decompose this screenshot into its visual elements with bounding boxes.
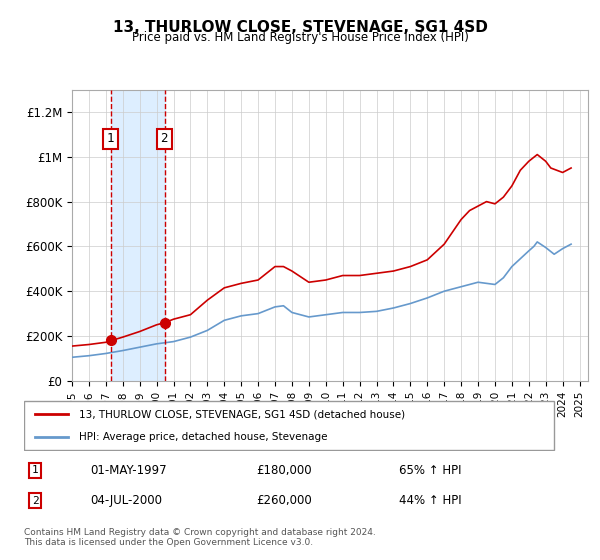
Text: £260,000: £260,000: [256, 494, 311, 507]
Text: 13, THURLOW CLOSE, STEVENAGE, SG1 4SD (detached house): 13, THURLOW CLOSE, STEVENAGE, SG1 4SD (d…: [79, 409, 406, 419]
Text: Contains HM Land Registry data © Crown copyright and database right 2024.
This d: Contains HM Land Registry data © Crown c…: [24, 528, 376, 547]
Text: £180,000: £180,000: [256, 464, 311, 477]
FancyBboxPatch shape: [24, 402, 554, 450]
Text: 04-JUL-2000: 04-JUL-2000: [90, 494, 162, 507]
Text: HPI: Average price, detached house, Stevenage: HPI: Average price, detached house, Stev…: [79, 432, 328, 442]
Text: Price paid vs. HM Land Registry's House Price Index (HPI): Price paid vs. HM Land Registry's House …: [131, 31, 469, 44]
Bar: [112, 90, 165, 381]
Text: 2: 2: [160, 132, 168, 146]
Text: 13, THURLOW CLOSE, STEVENAGE, SG1 4SD: 13, THURLOW CLOSE, STEVENAGE, SG1 4SD: [113, 20, 487, 35]
Text: 01-MAY-1997: 01-MAY-1997: [90, 464, 167, 477]
Text: 2: 2: [32, 496, 38, 506]
Text: 1: 1: [32, 465, 38, 475]
Text: 65% ↑ HPI: 65% ↑ HPI: [400, 464, 462, 477]
Text: 44% ↑ HPI: 44% ↑ HPI: [400, 494, 462, 507]
Text: 1: 1: [107, 132, 115, 146]
